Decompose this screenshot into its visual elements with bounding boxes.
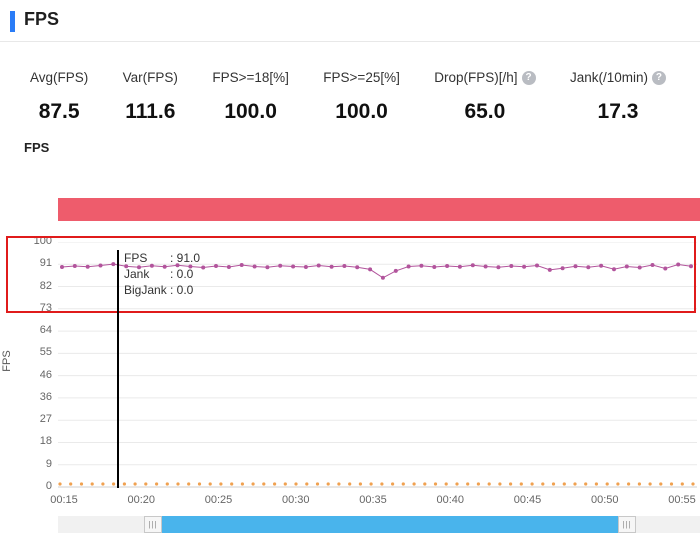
- help-icon[interactable]: ?: [651, 70, 666, 85]
- stat-drop-fps: Drop(FPS)[/h] ? 65.0: [434, 70, 536, 124]
- stat-value: 111.6: [125, 100, 176, 123]
- plot-area[interactable]: [58, 242, 697, 488]
- y-axis-tick: 46: [39, 368, 52, 381]
- tooltip-row-jank: Jank: 0.0: [124, 267, 194, 281]
- stat-label: Var(FPS): [122, 70, 178, 85]
- x-axis-tick: 00:30: [281, 494, 310, 506]
- y-axis-tick: 91: [39, 257, 52, 270]
- scrollbar-right-handle[interactable]: |||: [618, 516, 636, 533]
- y-axis-tick: 82: [39, 279, 52, 292]
- x-axis-tick: 00:50: [590, 494, 619, 506]
- tooltip-row-fps: FPS: 91.0: [124, 251, 201, 265]
- x-axis-tick: 00:35: [359, 494, 387, 506]
- stat-label: Avg(FPS): [30, 70, 89, 85]
- y-axis-tick: 9: [45, 457, 52, 470]
- y-axis-tick: 100: [33, 235, 52, 247]
- stat-fps-ge-25: FPS>=25[%] 100.0: [323, 70, 400, 124]
- y-axis-tick: 64: [39, 324, 52, 337]
- x-axis-tick: 00:55: [668, 494, 696, 506]
- scrollbar-left-handle[interactable]: |||: [144, 516, 162, 533]
- stat-value: 87.5: [38, 100, 80, 123]
- x-axis-tick: 00:20: [127, 494, 156, 506]
- stat-value: 100.0: [224, 100, 277, 123]
- scrollbar-range[interactable]: [162, 516, 618, 533]
- stat-value: 100.0: [335, 100, 388, 123]
- help-icon[interactable]: ?: [521, 70, 536, 85]
- stat-label: FPS>=25[%]: [323, 70, 400, 85]
- header-divider: [0, 41, 700, 42]
- stat-value: 65.0: [464, 100, 506, 123]
- stat-fps-ge-18: FPS>=18[%] 100.0: [212, 70, 289, 124]
- y-axis-tick: 27: [39, 413, 52, 426]
- chart-section-title: FPS: [24, 140, 50, 155]
- stat-var-fps: Var(FPS) 111.6: [123, 70, 178, 124]
- stat-label: FPS>=18[%]: [212, 70, 289, 85]
- x-axis-tick: 00:40: [436, 494, 465, 506]
- x-axis-tick: 00:25: [204, 494, 233, 506]
- fps-chart[interactable]: FPS 100 91 82 73 64 55 46 36 27 18 9 0 00:15 00:20 00…: [0, 235, 700, 521]
- title-accent-bar: [10, 11, 15, 32]
- crosshair-line: [117, 250, 119, 488]
- x-axis-tick: 00:45: [513, 494, 542, 506]
- page-title: FPS: [24, 9, 60, 29]
- x-axis-tick: 00:15: [50, 494, 78, 506]
- y-axis-tick: 73: [39, 301, 52, 314]
- stat-label: Drop(FPS)[/h]: [434, 70, 518, 85]
- chart-tooltip: FPS: 91.0 Jank: 0.0 BigJank: 0.0: [124, 250, 200, 298]
- y-axis-tick: 55: [39, 346, 52, 359]
- stats-row: Avg(FPS) 87.5 Var(FPS) 111.6 FPS>=18[%] …: [30, 70, 666, 124]
- y-axis-tick: 36: [39, 390, 52, 403]
- y-axis-tick: 0: [45, 480, 52, 492]
- time-range-scrollbar[interactable]: ||| |||: [58, 516, 700, 533]
- stat-avg-fps: Avg(FPS) 87.5: [30, 70, 88, 124]
- stat-value: 17.3: [597, 100, 639, 123]
- y-axis-title: FPS: [1, 350, 13, 372]
- y-axis-tick: 18: [39, 435, 52, 448]
- tooltip-row-bigjank: BigJank: 0.0: [124, 283, 194, 297]
- scene-marker-bar: [58, 198, 700, 221]
- stat-jank: Jank(/10min) ? 17.3: [570, 70, 666, 124]
- stat-label: Jank(/10min): [569, 70, 648, 85]
